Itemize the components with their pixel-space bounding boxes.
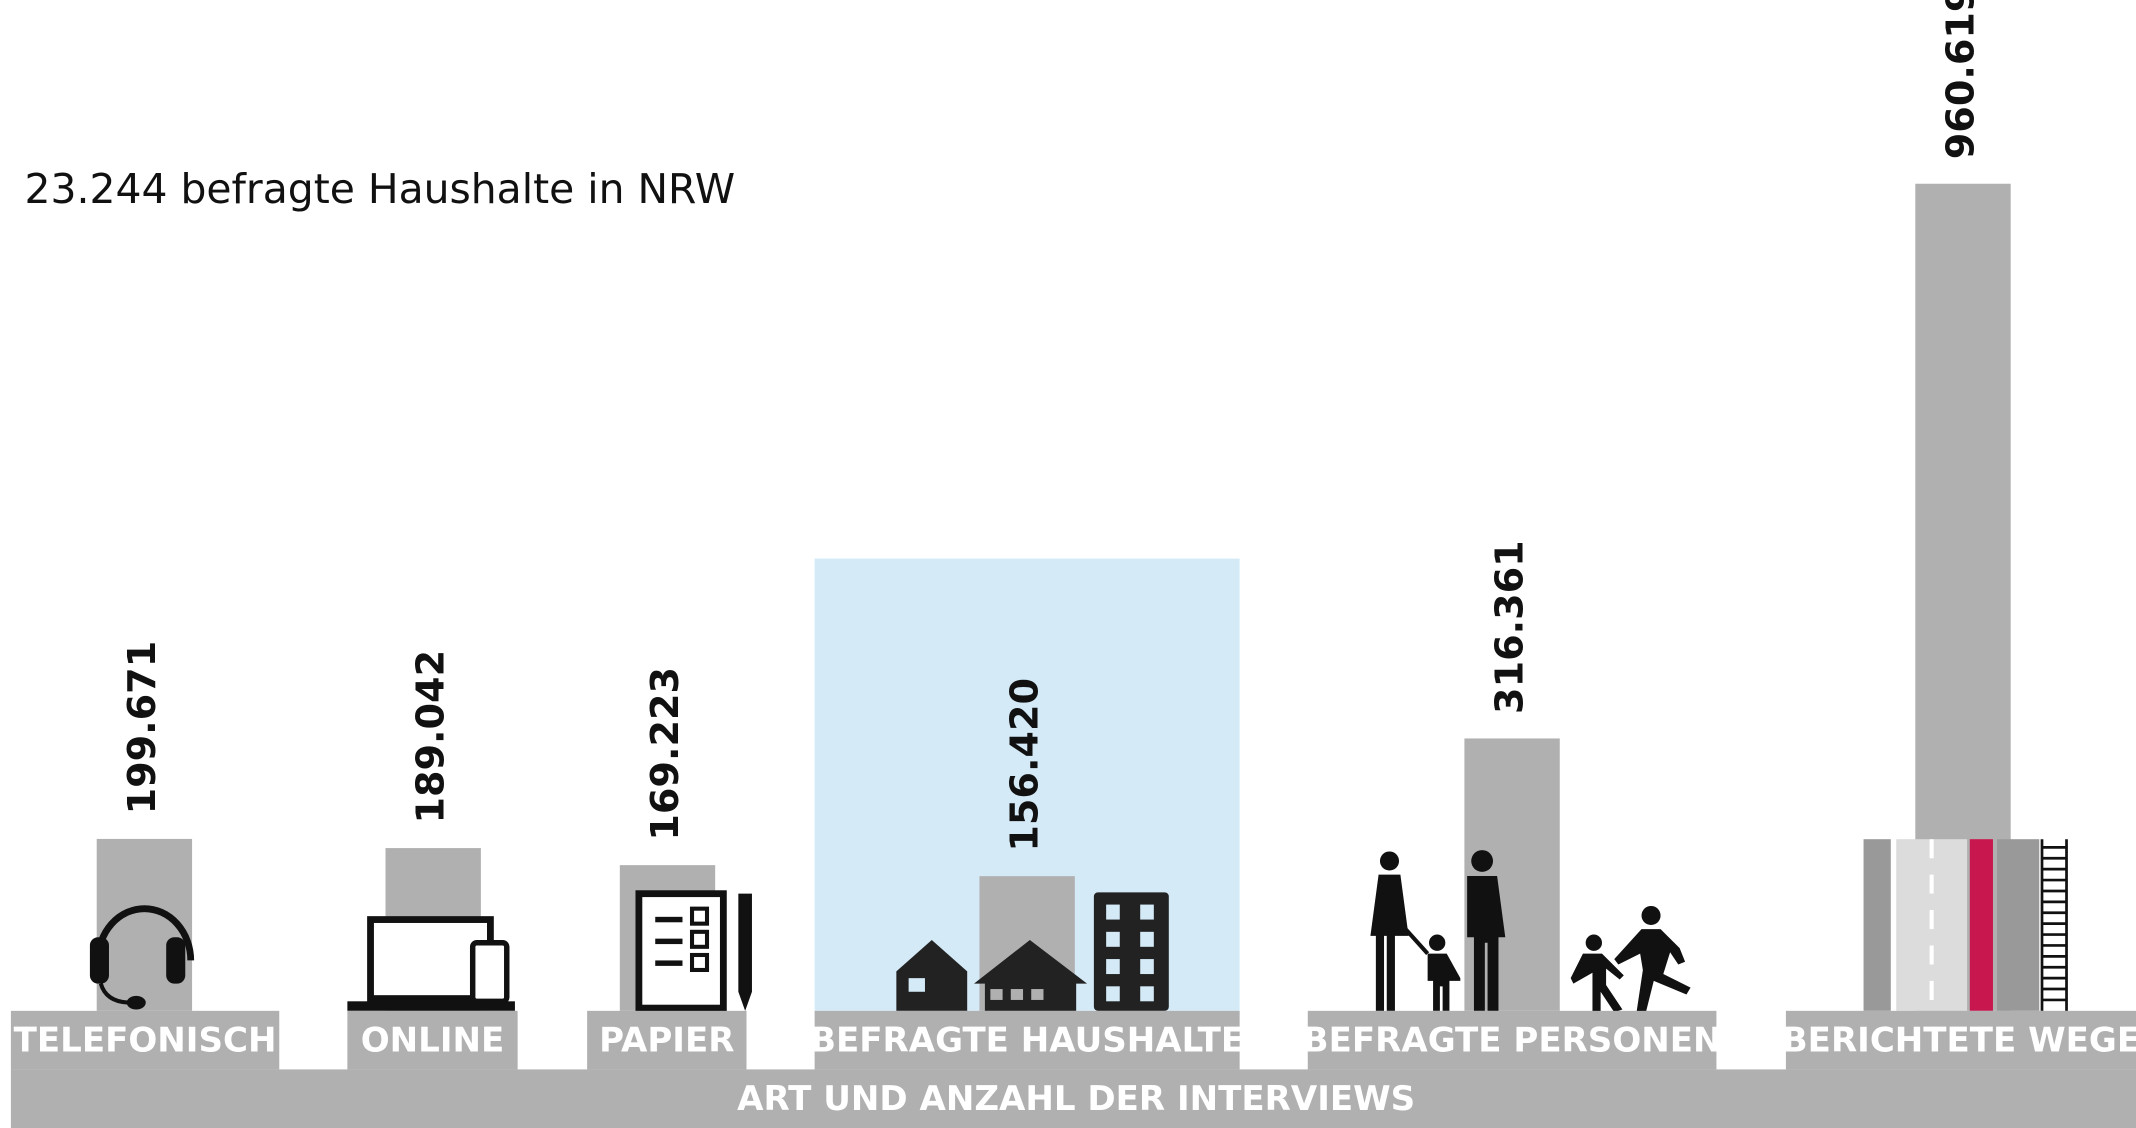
x-tick-label: BERICHTETE WEGE [1782, 1021, 2136, 1061]
paper-sheet [635, 890, 727, 1012]
x-tick-label: PAPIER [599, 1021, 734, 1061]
paper-line [655, 960, 683, 966]
road-shoulder [1863, 839, 1891, 1011]
window [1010, 989, 1024, 1000]
people-icon [1370, 850, 1691, 1025]
value-label: 169.223 [643, 667, 687, 841]
chart-title: 23.244 befragte Haushalte in NRW [25, 165, 736, 213]
footer-band [10, 1069, 2136, 1128]
paper-line [655, 938, 683, 945]
crosswalk [2040, 839, 2068, 1011]
value-label: 960.619 [1938, 0, 1982, 159]
ear-pad [89, 937, 109, 984]
x-tick-label: BEFRAGTE HAUSHALTE [810, 1021, 1244, 1061]
paper-line [655, 916, 683, 923]
road-icon [1863, 839, 2068, 1011]
category-box [347, 1010, 518, 1070]
icons [89, 839, 2068, 1025]
laptop-base [347, 1001, 515, 1011]
building-windows [1106, 904, 1154, 1002]
headset-icon [89, 905, 195, 1010]
phone [469, 940, 510, 1005]
x-axis-title: ART UND ANZAHL DER INTERVIEWS [737, 1079, 1415, 1119]
bike-lane [1969, 839, 1993, 1011]
category-box [1785, 1010, 2136, 1070]
window [908, 978, 925, 992]
pen [738, 893, 752, 1011]
checkbox [689, 906, 710, 926]
value-label: 199.671 [120, 641, 164, 815]
value-label: 316.361 [1488, 540, 1532, 714]
apartment-building [1093, 892, 1169, 1011]
houses-icon [896, 892, 1169, 1011]
small-house [896, 940, 968, 1011]
category-box [814, 1010, 1240, 1070]
x-tick-label: ONLINE [361, 1021, 505, 1061]
category-box [1307, 1010, 1717, 1070]
mic [126, 995, 146, 1010]
category-box [10, 1010, 280, 1070]
value-label: 189.042 [409, 650, 453, 824]
window [990, 989, 1003, 1000]
x-tick-label: TELEFONISCH [14, 1021, 277, 1061]
x-tick-label: BEFRAGTE PERSONEN [1303, 1021, 1722, 1061]
sidewalk [1997, 839, 2040, 1011]
ear-pad [166, 937, 186, 984]
paper-icon [635, 890, 752, 1012]
window [1031, 989, 1044, 1000]
laptop-icon [347, 916, 515, 1011]
checkbox [689, 952, 710, 973]
checkbox [689, 929, 710, 949]
category-box [587, 1010, 747, 1070]
value-label: 156.420 [1003, 678, 1047, 852]
